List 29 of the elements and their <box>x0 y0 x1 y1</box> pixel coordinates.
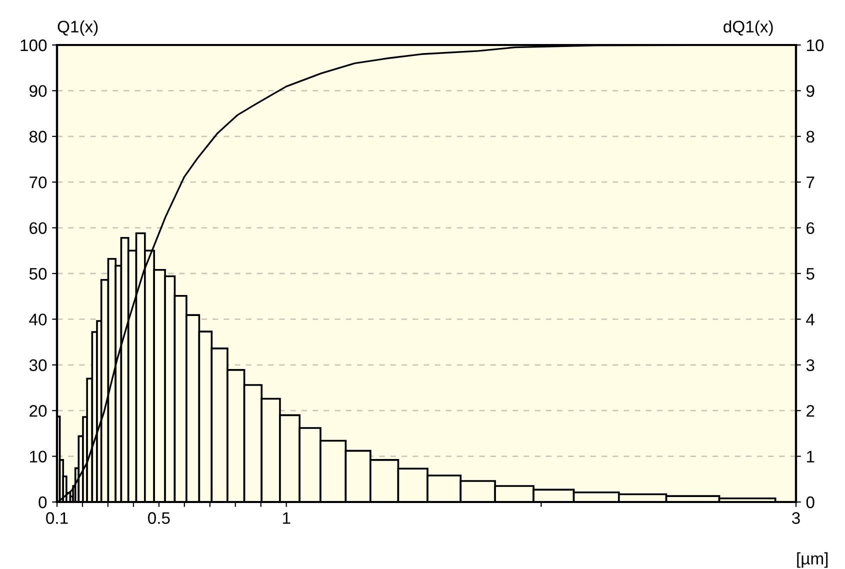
x-tick-label: 3 <box>792 512 800 524</box>
y-tick-label: 20 <box>30 405 47 417</box>
y2-tick-label: 6 <box>806 222 814 234</box>
y2-tick-label: 7 <box>806 176 814 188</box>
y-tick-label: 50 <box>29 268 47 280</box>
x-tick-label: 0.1 <box>46 512 68 524</box>
y2-tick-label: 8 <box>806 130 814 143</box>
y-tick-label: 10 <box>30 450 47 463</box>
y-tick-label: 70 <box>30 176 47 188</box>
y2-tick-label: 10 <box>806 39 824 52</box>
y-tick-label: 100 <box>20 39 47 52</box>
y2-tick-label: 1 <box>806 450 814 462</box>
y2-axis-title: dQ1(x) <box>724 20 773 36</box>
y-tick-label: 60 <box>30 222 47 234</box>
x-tick-label: 0.5 <box>148 512 170 524</box>
y-tick-label: 30 <box>29 359 47 372</box>
y2-tick-label: 3 <box>806 359 814 372</box>
y-tick-label: 40 <box>29 314 47 326</box>
y2-tick-label: 2 <box>806 405 814 417</box>
y-axis-title: Q1(x) <box>58 20 98 36</box>
x-tick-label: 1 <box>282 512 290 524</box>
y-tick-label: 0 <box>38 496 47 508</box>
y2-tick-label: 4 <box>806 314 815 326</box>
y2-tick-label: 5 <box>806 268 814 280</box>
y2-tick-label: 0 <box>806 496 814 508</box>
y-tick-label: 90 <box>30 85 47 97</box>
x-axis-title: [µm] <box>797 552 828 568</box>
y-tick-label: 80 <box>29 130 47 143</box>
y2-tick-label: 9 <box>806 85 814 97</box>
